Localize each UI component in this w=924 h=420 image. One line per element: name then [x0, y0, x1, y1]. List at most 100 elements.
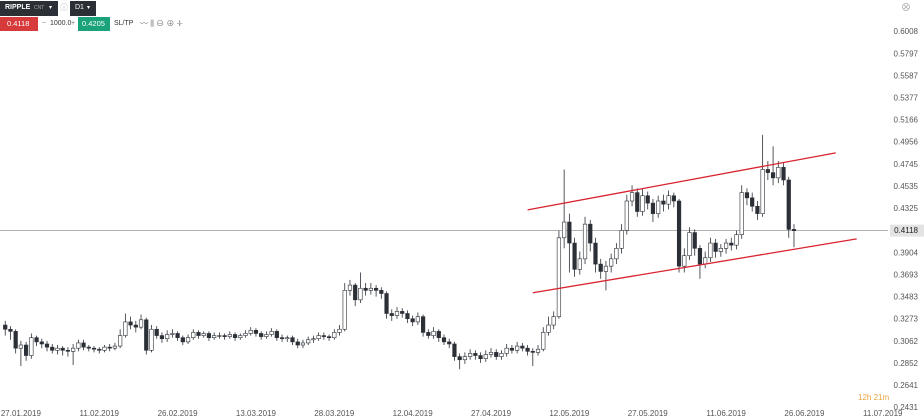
- candle-body: [138, 319, 144, 328]
- candle-body: [394, 311, 400, 316]
- sell-price: 0.4118: [7, 19, 30, 28]
- x-tick-label: 27.04.2019: [471, 409, 512, 418]
- candle-body: [415, 316, 420, 323]
- candle-body: [34, 337, 39, 343]
- candle-body: [755, 205, 760, 214]
- candle-body: [556, 237, 562, 317]
- candle-body: [614, 248, 619, 260]
- candle-body: [97, 348, 102, 351]
- y-tick-label: 0.2641: [894, 381, 919, 390]
- candle-body: [300, 342, 306, 346]
- candle-body: [692, 232, 697, 249]
- candle-body: [196, 332, 201, 336]
- candle-body: [8, 328, 13, 332]
- candle-body: [227, 334, 232, 337]
- candle-body: [165, 334, 170, 340]
- candle-body: [786, 179, 791, 230]
- candle-body: [60, 347, 65, 351]
- sell-button[interactable]: [0, 17, 38, 31]
- candle-body: [750, 197, 755, 207]
- buy-button[interactable]: [78, 17, 110, 31]
- candle-body: [332, 332, 337, 338]
- candle-body: [274, 331, 279, 338]
- candle-body: [483, 354, 488, 359]
- candle-body: [238, 335, 243, 338]
- candle-body: [175, 333, 180, 338]
- candle-body: [619, 230, 624, 249]
- chart-tools-icons[interactable]: 〰 ⫼ ⊖ ⊕ ✛: [140, 19, 183, 28]
- y-tick-label: 0.2852: [894, 359, 919, 368]
- candle-body: [353, 284, 358, 301]
- symbol-box[interactable]: [0, 1, 58, 16]
- candle-body: [3, 324, 8, 330]
- y-tick-label: 0.4535: [894, 182, 919, 191]
- candle-body: [703, 257, 708, 265]
- candle-body: [144, 319, 149, 351]
- candle-body: [306, 339, 311, 344]
- candle-body: [478, 355, 483, 359]
- x-tick-label: 26.06.2019: [784, 409, 825, 418]
- minus[interactable]: −: [42, 20, 47, 27]
- y-tick-label: 0.5587: [894, 71, 919, 80]
- candle-body: [201, 333, 206, 336]
- y-tick-label: 0.4956: [894, 138, 919, 147]
- candle-body: [598, 263, 603, 272]
- candle-body: [734, 234, 739, 246]
- candle-body: [436, 331, 441, 338]
- candle-body: [541, 332, 546, 350]
- countdown: 12h 21m: [858, 393, 889, 402]
- volume[interactable]: 1000.0: [50, 20, 72, 27]
- x-tick-label: 27.05.2019: [628, 409, 669, 418]
- candle-body: [562, 221, 567, 239]
- candle-body: [24, 344, 29, 356]
- candle-body: [577, 258, 582, 270]
- candle-body: [494, 352, 499, 357]
- candle-body: [676, 200, 682, 267]
- candle-body: [222, 335, 227, 337]
- candle-body: [781, 167, 786, 181]
- candle-body: [661, 200, 666, 205]
- candle-body: [462, 356, 467, 361]
- candle-body: [295, 341, 300, 346]
- candle-body: [55, 347, 60, 351]
- candle-body: [212, 335, 217, 338]
- candle-body: [640, 195, 645, 212]
- candle-body: [509, 347, 515, 351]
- sl-tp[interactable]: SL/TP: [114, 20, 134, 27]
- candle-body: [708, 242, 713, 259]
- info-icon[interactable]: ⓘ: [60, 3, 68, 12]
- candle-body: [697, 248, 703, 265]
- candle-body: [572, 242, 577, 270]
- candle-body: [358, 287, 363, 301]
- candle-body: [107, 346, 112, 349]
- candle-body: [311, 338, 316, 341]
- candle-body: [154, 328, 159, 336]
- close-icon[interactable]: [902, 3, 910, 11]
- candle-body: [629, 192, 635, 202]
- candle-body: [729, 242, 734, 246]
- x-tick-label: 13.03.2019: [236, 409, 277, 418]
- candle-body: [50, 346, 55, 351]
- candle-body: [347, 284, 353, 291]
- candle-body: [400, 311, 405, 314]
- candle-body: [421, 316, 426, 333]
- candle-body: [379, 290, 384, 294]
- candle-body: [91, 347, 97, 350]
- candle-body: [363, 287, 368, 291]
- candle-body: [656, 200, 661, 214]
- trendline: [527, 152, 836, 211]
- candle-body: [441, 337, 447, 343]
- timeframe-box[interactable]: [70, 1, 96, 16]
- buy-price: 0.4205: [82, 19, 105, 28]
- candle-body: [682, 255, 687, 267]
- y-tick-label: 0.4745: [894, 160, 919, 169]
- candle-body: [582, 223, 588, 260]
- candle-body: [567, 221, 572, 244]
- candle-body: [118, 335, 123, 347]
- candle-body: [71, 347, 76, 352]
- candle-body: [76, 342, 81, 349]
- dropdown-arrow: ▾: [49, 5, 53, 11]
- candle-body: [744, 192, 750, 199]
- y-tick-label: 0.6008: [894, 27, 919, 36]
- plus[interactable]: +: [71, 20, 76, 27]
